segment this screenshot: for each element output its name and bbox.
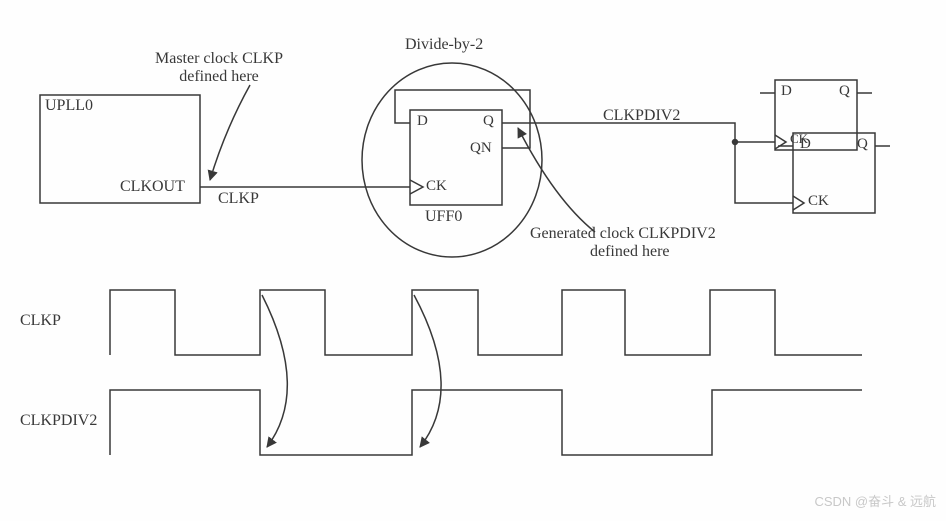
- generated-clock-caption: Generated clock CLKPDIV2 defined here: [530, 225, 716, 261]
- ff-upper-q: Q: [839, 83, 850, 100]
- ff-lower-d: D: [800, 136, 811, 153]
- generated-clock-line1: Generated clock CLKPDIV2: [530, 225, 716, 242]
- uff0-qn-label: QN: [470, 140, 492, 157]
- uff0-name-label: UFF0: [425, 208, 462, 226]
- edge-arrow-1: [262, 295, 287, 447]
- divide-by-2-label: Divide-by-2: [405, 36, 483, 54]
- diagram-root: UPLL0 CLKOUT CLKP D Q QN CK UFF0 Divide-…: [0, 0, 946, 516]
- waveform-clkpdiv2: [110, 390, 862, 455]
- diagram-svg: [0, 0, 946, 516]
- clkp-net-label: CLKP: [218, 190, 259, 208]
- uff0-ck-label: CK: [426, 178, 447, 195]
- wave-clkp-label: CLKP: [20, 312, 61, 330]
- master-clock-arrow: [210, 85, 250, 180]
- generated-clock-line2: defined here: [530, 243, 670, 260]
- ff-lower-ck-triangle: [793, 196, 804, 210]
- clkout-label: CLKOUT: [120, 178, 185, 196]
- ff-lower-q: Q: [857, 136, 868, 153]
- uff0-ck-triangle: [410, 180, 423, 194]
- junction-dot: [733, 140, 738, 145]
- waveform-clkp: [110, 290, 862, 355]
- wire-clkpdiv2-main: [502, 123, 793, 203]
- ff-upper-ck-triangle: [775, 135, 786, 149]
- master-clock-line1: Master clock CLKP: [155, 50, 283, 67]
- ff-lower-ck: CK: [808, 193, 829, 210]
- watermark: CSDN @奋斗 & 远航: [814, 491, 936, 510]
- uff0-q-label: Q: [483, 113, 494, 130]
- wire-qn-feedback: [395, 90, 530, 148]
- master-clock-caption: Master clock CLKP defined here: [155, 50, 283, 86]
- wave-clkpdiv2-label: CLKPDIV2: [20, 412, 97, 430]
- ff-upper-d: D: [781, 83, 792, 100]
- uff0-d-label: D: [417, 113, 428, 130]
- master-clock-line2: defined here: [179, 68, 259, 85]
- edge-arrow-2: [414, 295, 441, 447]
- divide-by-2-ellipse: [362, 63, 542, 257]
- upll0-label: UPLL0: [45, 97, 93, 115]
- clkpdiv2-net-label: CLKPDIV2: [603, 107, 680, 125]
